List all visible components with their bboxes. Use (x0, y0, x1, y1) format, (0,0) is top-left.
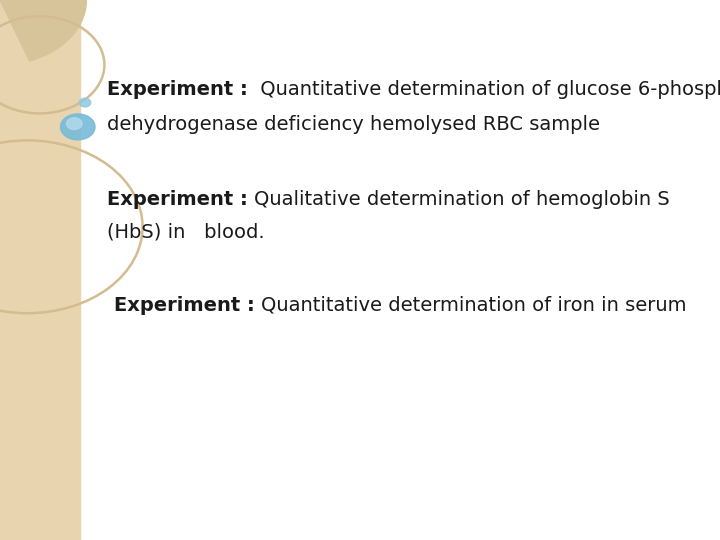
Text: Quantitative determination of glucose 6-phosphat: Quantitative determination of glucose 6-… (254, 79, 720, 99)
Text: Experiment :: Experiment : (107, 79, 254, 99)
Circle shape (66, 118, 82, 130)
Text: dehydrogenase deficiency hemolysed RBC sample: dehydrogenase deficiency hemolysed RBC s… (107, 114, 600, 134)
Text: Experiment :: Experiment : (107, 190, 254, 210)
Text: (HbS) in   blood.: (HbS) in blood. (107, 222, 264, 242)
Circle shape (60, 114, 95, 140)
Text: Experiment :: Experiment : (114, 295, 261, 315)
Circle shape (79, 98, 91, 107)
Text: Qualitative determination of hemoglobin S: Qualitative determination of hemoglobin … (254, 190, 670, 210)
Bar (0, 0, 80, 540)
Text: Quantitative determination of iron in serum: Quantitative determination of iron in se… (261, 295, 687, 315)
Wedge shape (0, 0, 86, 61)
